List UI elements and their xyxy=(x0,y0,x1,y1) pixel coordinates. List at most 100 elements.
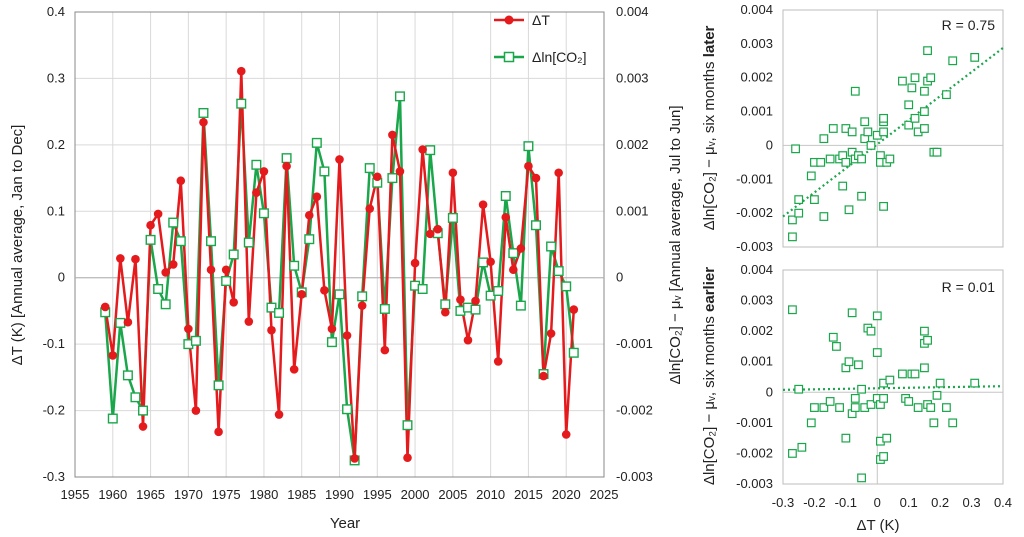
co2-point xyxy=(553,266,564,277)
dt-point xyxy=(554,168,563,178)
scatter-point xyxy=(970,52,980,62)
co2-point xyxy=(243,237,254,248)
scatter-point xyxy=(850,394,860,403)
scatter-earlier-trendline xyxy=(782,385,1004,391)
dt-point xyxy=(282,161,291,171)
co2-point xyxy=(319,166,330,177)
scatter-later-y-label-plain: Δln[CO₂] − μᵥ, six months xyxy=(701,57,718,230)
right-y-tick-label: -0.002 xyxy=(616,403,653,418)
scatter-point xyxy=(806,171,816,181)
co2-point xyxy=(153,284,164,295)
scatter-point xyxy=(910,369,920,379)
co2-point xyxy=(168,217,179,228)
scatter-point xyxy=(850,86,860,96)
scatter-x-tick-label: 0.2 xyxy=(931,495,949,510)
scatter-point xyxy=(866,326,876,336)
scatter-point xyxy=(923,335,932,345)
dt-point xyxy=(433,224,443,234)
dt-point xyxy=(561,430,571,439)
right-y-tick-label: 0.004 xyxy=(616,4,649,19)
co2-point xyxy=(470,304,481,315)
x-tick-label: 1965 xyxy=(136,487,165,502)
scatter-point xyxy=(926,403,936,412)
scatter-point xyxy=(872,348,882,357)
co2-point xyxy=(213,380,224,391)
scatter-point xyxy=(788,215,797,225)
x-tick-label: 1970 xyxy=(174,487,203,502)
scatter-point xyxy=(879,127,888,137)
co2-point xyxy=(364,163,375,174)
x-tick-label: 1995 xyxy=(363,487,392,502)
scatter-point xyxy=(841,433,851,443)
scatter-point xyxy=(920,326,929,336)
scatter-plot-border xyxy=(782,269,1004,485)
dt-point xyxy=(289,365,299,374)
dt-point xyxy=(236,66,246,76)
scatter-point xyxy=(866,141,876,150)
scatter-later: -0.003-0.002-0.00100.0010.0020.0030.004 … xyxy=(701,2,1004,254)
right-y-tick-label: 0.003 xyxy=(616,70,649,85)
dt-point xyxy=(546,329,556,338)
x-tick-label: 2010 xyxy=(476,487,505,502)
scatter-point xyxy=(850,403,860,412)
co2-point xyxy=(236,98,247,109)
dt-point xyxy=(380,345,390,355)
scatter-point xyxy=(932,390,942,400)
scatter-y-tick-label: 0.002 xyxy=(740,323,773,338)
dt-point xyxy=(176,176,186,186)
scatter-point xyxy=(844,357,854,367)
dt-point xyxy=(153,209,163,219)
left-y-tick-label: 0.3 xyxy=(47,70,65,85)
left-y-tick-label: 0.2 xyxy=(47,137,65,152)
scatter-point xyxy=(810,403,819,412)
scatter-point xyxy=(788,449,797,458)
co2-point xyxy=(568,347,579,358)
scatter-point xyxy=(825,154,835,164)
scatter-point xyxy=(879,452,888,461)
scatter-later-r-value: R = 0.75 xyxy=(942,17,996,33)
x-tick-label: 1980 xyxy=(249,487,278,502)
scatter-point xyxy=(942,403,951,412)
dt-point xyxy=(342,331,352,340)
co2-point xyxy=(523,141,534,152)
dt-point xyxy=(161,268,170,277)
scatter-point xyxy=(810,195,819,205)
dt-point xyxy=(206,265,216,275)
co2-point xyxy=(266,302,277,313)
co2-point xyxy=(206,236,217,247)
scatter-point xyxy=(847,308,857,318)
co2-point xyxy=(311,137,322,148)
co2-point xyxy=(326,337,337,348)
scatter-point xyxy=(885,375,895,385)
dt-point xyxy=(199,117,208,127)
scatter-point xyxy=(935,378,945,388)
left-y-tick-label: 0.4 xyxy=(47,4,65,19)
scatter-point xyxy=(857,473,866,483)
scatter-later-y-tick-labels: -0.003 -0.002 -0.001 0 0.001 0.002 0.003 0.004 xyxy=(736,2,773,254)
scatter-point xyxy=(920,86,929,96)
scatter-y-tick-label: -0.003 xyxy=(736,476,773,491)
dt-point xyxy=(493,357,503,366)
co2-point xyxy=(440,299,451,310)
scatter-point xyxy=(920,124,929,133)
scatter-y-tick-label: 0.004 xyxy=(740,262,773,277)
scatter-point xyxy=(904,100,914,110)
scatter-point xyxy=(835,403,844,412)
co2-point xyxy=(274,307,285,318)
scatter-point xyxy=(970,378,980,388)
scatter-point xyxy=(819,212,829,221)
scatter-point xyxy=(932,147,942,157)
trendline xyxy=(782,47,1004,218)
scatter-point xyxy=(907,83,917,93)
right-y-tick-label: 0.002 xyxy=(616,137,649,152)
co2-point xyxy=(122,370,133,381)
dt-point xyxy=(274,410,284,419)
scatter-y-tick-label: 0.004 xyxy=(740,2,773,17)
co2-point xyxy=(228,249,239,260)
x-tick-label: 2005 xyxy=(438,487,467,502)
main-series xyxy=(100,66,579,466)
scatter-plot-border xyxy=(782,9,1004,248)
scatter-point xyxy=(926,73,936,83)
scatter-point xyxy=(828,332,838,342)
dt-point xyxy=(425,229,435,239)
